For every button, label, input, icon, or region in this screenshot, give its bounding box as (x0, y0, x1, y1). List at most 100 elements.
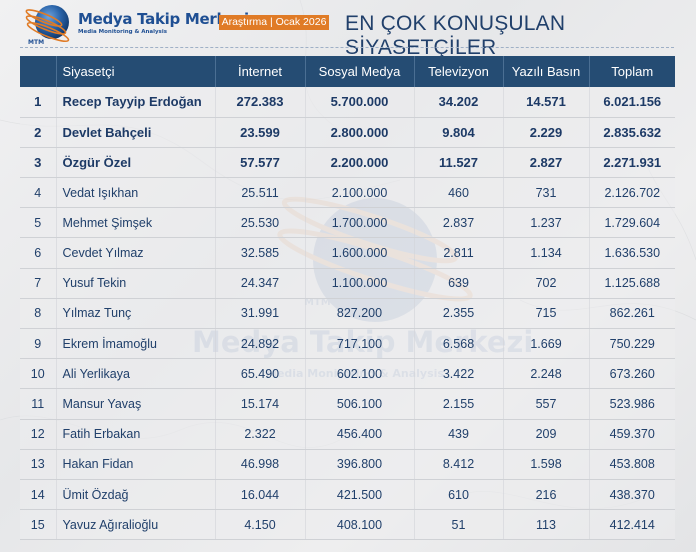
politicians-table: Siyasetçi İnternet Sosyal Medya Televizy… (20, 56, 675, 541)
total-count: 1.636.530 (588, 237, 675, 269)
social-media-count: 5.700.000 (304, 87, 414, 118)
total-count: 438.370 (588, 479, 675, 511)
brand-subtitle: Media Monitoring & Analysis (78, 29, 167, 35)
internet-count: 4.150 (214, 509, 305, 541)
social-media-count: 1.100.000 (304, 268, 414, 299)
social-media-count: 2.100.000 (304, 177, 414, 209)
table-row: 6 Cevdet Yılmaz 32.585 1.600.000 2.811 1.134 1… (20, 237, 675, 269)
print-press-count: 1.669 (502, 328, 589, 360)
total-count: 750.229 (588, 328, 675, 360)
table-row: 1 Recep Tayyip Erdoğan 272.383 5.700.000 34.… (20, 87, 675, 118)
internet-count: 32.585 (214, 237, 305, 269)
print-press-count: 702 (502, 268, 589, 299)
table-row: 5 Mehmet Şimşek 25.530 1.700.000 2.837 1.237 1… (20, 207, 675, 239)
col-header-total: Toplam (588, 56, 675, 87)
rank-cell: 10 (20, 358, 56, 390)
col-header-television: Televizyon (413, 56, 503, 87)
politician-name: Mansur Yavaş (55, 388, 215, 420)
table-row: 10 Ali Yerlikaya 65.490 602.100 3.422 2.248 67… (20, 358, 675, 390)
internet-count: 25.511 (214, 177, 305, 209)
social-media-count: 456.400 (304, 419, 414, 450)
social-media-count: 2.200.000 (304, 147, 414, 179)
table-header-row: Siyasetçi İnternet Sosyal Medya Televizy… (20, 56, 675, 87)
politician-name: Özgür Özel (55, 147, 215, 179)
rank-cell: 11 (20, 388, 56, 420)
table-row: 9 Ekrem İmamoğlu 24.892 717.100 6.568 1.669 75… (20, 328, 675, 360)
table-row: 12 Fatih Erbakan 2.322 456.400 439 209 459.370 (20, 419, 675, 450)
print-press-count: 209 (502, 419, 589, 450)
politician-name: Yavuz Ağıralioğlu (55, 509, 215, 541)
politician-name: Hakan Fidan (55, 449, 215, 480)
television-count: 3.422 (413, 358, 503, 390)
internet-count: 25.530 (214, 207, 305, 239)
table-row: 11 Mansur Yavaş 15.174 506.100 2.155 557 523.9… (20, 388, 675, 420)
print-press-count: 2.229 (502, 117, 589, 148)
politician-name: Fatih Erbakan (55, 419, 215, 450)
total-count: 2.271.931 (588, 147, 675, 179)
print-press-count: 1.237 (502, 207, 589, 239)
politician-name: Ekrem İmamoğlu (55, 328, 215, 360)
television-count: 460 (413, 177, 503, 209)
table-row: 15 Yavuz Ağıralioğlu 4.150 408.100 51 113 412.… (20, 509, 675, 541)
total-count: 6.021.156 (588, 87, 675, 118)
print-press-count: 2.248 (502, 358, 589, 390)
rank-cell: 7 (20, 268, 56, 299)
rank-cell: 5 (20, 207, 56, 239)
rank-cell: 4 (20, 177, 56, 209)
television-count: 2.355 (413, 298, 503, 330)
politician-name: Devlet Bahçeli (55, 117, 215, 148)
header-divider (20, 47, 674, 48)
social-media-count: 602.100 (304, 358, 414, 390)
rank-cell: 3 (20, 147, 56, 179)
internet-count: 16.044 (214, 479, 305, 511)
page-header: MTM Medya Takip Merkezi Media Monitoring… (0, 0, 696, 59)
category-date-badge: Araştırma | Ocak 2026 (219, 15, 329, 30)
print-press-count: 557 (502, 388, 589, 420)
col-header-internet: İnternet (214, 56, 305, 87)
svg-text:MTM: MTM (28, 39, 44, 46)
politician-name: Recep Tayyip Erdoğan (55, 87, 215, 118)
television-count: 11.527 (413, 147, 503, 179)
print-press-count: 731 (502, 177, 589, 209)
internet-count: 23.599 (214, 117, 305, 148)
politician-name: Cevdet Yılmaz (55, 237, 215, 269)
brand-title: Medya Takip Merkezi (78, 10, 249, 28)
rank-cell: 6 (20, 237, 56, 269)
television-count: 51 (413, 509, 503, 541)
print-press-count: 715 (502, 298, 589, 330)
social-media-count: 396.800 (304, 449, 414, 480)
table-row: 2 Devlet Bahçeli 23.599 2.800.000 9.804 2.229… (20, 117, 675, 148)
col-header-rank (20, 56, 56, 87)
print-press-count: 2.827 (502, 147, 589, 179)
total-count: 523.986 (588, 388, 675, 420)
social-media-count: 717.100 (304, 328, 414, 360)
television-count: 2.811 (413, 237, 503, 269)
television-count: 6.568 (413, 328, 503, 360)
politician-name: Mehmet Şimşek (55, 207, 215, 239)
social-media-count: 506.100 (304, 388, 414, 420)
social-media-count: 827.200 (304, 298, 414, 330)
table-row: 8 Yılmaz Tunç 31.991 827.200 2.355 715 862.261 (20, 298, 675, 330)
rank-cell: 9 (20, 328, 56, 360)
internet-count: 24.892 (214, 328, 305, 360)
internet-count: 15.174 (214, 388, 305, 420)
social-media-count: 1.700.000 (304, 207, 414, 239)
total-count: 673.260 (588, 358, 675, 390)
print-press-count: 216 (502, 479, 589, 511)
social-media-count: 1.600.000 (304, 237, 414, 269)
social-media-count: 421.500 (304, 479, 414, 511)
internet-count: 2.322 (214, 419, 305, 450)
table-row: 4 Vedat Işıkhan 25.511 2.100.000 460 731 2.126… (20, 177, 675, 209)
table-row: 14 Ümit Özdağ 16.044 421.500 610 216 438.370 (20, 479, 675, 511)
social-media-count: 408.100 (304, 509, 414, 541)
total-count: 412.414 (588, 509, 675, 541)
internet-count: 65.490 (214, 358, 305, 390)
rank-cell: 12 (20, 419, 56, 450)
television-count: 9.804 (413, 117, 503, 148)
table-row: 3 Özgür Özel 57.577 2.200.000 11.527 2.827 2.2… (20, 147, 675, 179)
table-row: 7 Yusuf Tekin 24.347 1.100.000 639 702 1.125.6… (20, 268, 675, 299)
total-count: 2.126.702 (588, 177, 675, 209)
col-header-politician: Siyasetçi (55, 56, 215, 87)
print-press-count: 1.134 (502, 237, 589, 269)
social-media-count: 2.800.000 (304, 117, 414, 148)
